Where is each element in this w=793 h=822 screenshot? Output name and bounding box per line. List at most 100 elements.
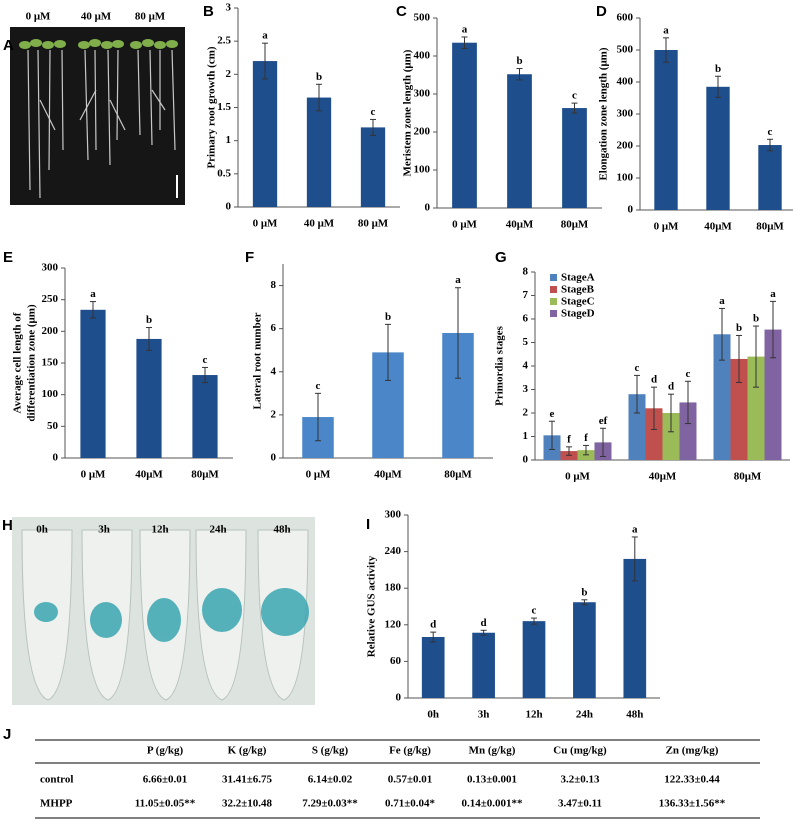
bar bbox=[713, 334, 731, 460]
y-tick-label: 500 bbox=[617, 44, 634, 56]
significance-letter: e bbox=[550, 408, 555, 420]
column-header: K (g/kg) bbox=[228, 745, 267, 757]
significance-letter: b bbox=[581, 586, 587, 598]
y-axis-label: differentiation zone (μm) bbox=[26, 304, 38, 422]
y-tick-label: 180 bbox=[385, 582, 402, 594]
bar bbox=[252, 61, 278, 207]
error-bar bbox=[581, 599, 588, 606]
error-bar bbox=[631, 536, 638, 582]
significance-letter: a bbox=[455, 274, 461, 286]
photo-label: 48h bbox=[273, 524, 290, 536]
y-tick-label: 0 bbox=[53, 452, 59, 464]
y-tick-label: 240 bbox=[385, 545, 402, 557]
table-cell: 0.14±0.001** bbox=[461, 798, 523, 810]
error-bar bbox=[90, 301, 96, 319]
table-cell: 32.2±10.48 bbox=[222, 798, 273, 810]
bar bbox=[507, 74, 532, 209]
table-cell: 0.13±0.001 bbox=[467, 774, 517, 786]
y-tick-label: 400 bbox=[414, 50, 431, 62]
bar bbox=[679, 402, 697, 460]
x-tick-label: 3h bbox=[478, 709, 490, 721]
y-tick-label: 3 bbox=[226, 2, 232, 14]
y-tick-label: 4 bbox=[271, 365, 277, 377]
error-bar bbox=[516, 68, 523, 81]
significance-letter: d bbox=[430, 619, 436, 631]
error-bar bbox=[202, 366, 208, 384]
table-cell: 0.57±0.01 bbox=[388, 774, 433, 786]
y-tick-label: 4 bbox=[523, 360, 529, 372]
significance-letter: c bbox=[768, 126, 773, 138]
error-bar bbox=[767, 138, 773, 152]
x-tick-label: 0h bbox=[427, 709, 439, 721]
table-cell: 122.33±0.44 bbox=[664, 774, 720, 786]
significance-letter: a bbox=[770, 288, 776, 300]
bar bbox=[706, 86, 730, 210]
bar bbox=[452, 42, 477, 209]
table-cell: 136.33±1.56** bbox=[659, 798, 726, 810]
error-bar bbox=[315, 392, 321, 442]
bar bbox=[472, 632, 495, 698]
error-bar bbox=[566, 446, 572, 456]
y-tick-label: 0 bbox=[226, 201, 232, 213]
y-tick-label: 7 bbox=[523, 289, 529, 301]
bar bbox=[136, 338, 162, 458]
y-tick-label: 200 bbox=[414, 126, 431, 138]
photo-label: 24h bbox=[209, 524, 226, 536]
table-cell: 6.14±0.02 bbox=[308, 774, 353, 786]
bar bbox=[628, 394, 646, 460]
error-bar bbox=[719, 307, 725, 361]
y-tick-label: 300 bbox=[617, 108, 634, 120]
column-header: Zn (mg/kg) bbox=[666, 745, 719, 757]
legend-label: StageA bbox=[561, 272, 595, 284]
error-bar bbox=[430, 631, 437, 643]
significance-letter: b bbox=[316, 71, 322, 83]
error-bar bbox=[370, 118, 376, 136]
panel-label: G bbox=[495, 249, 507, 266]
error-bar bbox=[634, 374, 640, 414]
y-tick-label: 8 bbox=[271, 279, 277, 291]
significance-letter: b bbox=[715, 63, 721, 75]
y-tick-label: 0 bbox=[425, 202, 431, 214]
error-bar bbox=[461, 36, 468, 49]
significance-letter: a bbox=[90, 288, 96, 300]
significance-letter: b bbox=[146, 314, 152, 326]
error-bar bbox=[753, 325, 759, 388]
y-tick-label: 8 bbox=[523, 266, 529, 278]
x-tick-label: 12h bbox=[525, 709, 542, 721]
panel-label: J bbox=[3, 726, 11, 743]
y-tick-label: 500 bbox=[414, 12, 431, 24]
table-cell: 0.71±0.04* bbox=[385, 798, 436, 810]
table-cell: 11.05±0.05** bbox=[135, 798, 196, 810]
x-tick-label: 80μM bbox=[561, 219, 589, 231]
y-tick-label: 1 bbox=[523, 430, 529, 442]
y-tick-label: 0 bbox=[628, 204, 634, 216]
y-tick-label: 100 bbox=[414, 164, 431, 176]
legend-swatch bbox=[550, 274, 557, 281]
x-tick-label: 40 μM bbox=[304, 218, 335, 230]
photo-label: 0 μM bbox=[26, 11, 51, 23]
bar bbox=[654, 50, 678, 210]
significance-letter: a bbox=[632, 523, 638, 535]
x-tick-label: 40μM bbox=[135, 469, 163, 481]
photo-label: 3h bbox=[98, 524, 110, 536]
table-cell: 3.47±0.11 bbox=[558, 798, 602, 810]
photo-label: 12h bbox=[151, 524, 168, 536]
x-tick-label: 0 μM bbox=[81, 469, 106, 481]
error-bar bbox=[316, 83, 322, 112]
y-tick-label: 120 bbox=[385, 618, 402, 630]
x-tick-label: 24h bbox=[576, 709, 593, 721]
x-tick-label: 0 μM bbox=[565, 471, 590, 483]
x-tick-label: 80μM bbox=[191, 469, 219, 481]
table-cell: 7.29±0.03** bbox=[302, 798, 358, 810]
legend-swatch bbox=[550, 310, 557, 317]
y-tick-label: 250 bbox=[42, 293, 59, 305]
column-header: P (g/kg) bbox=[147, 745, 184, 757]
significance-letter: c bbox=[371, 106, 376, 118]
y-tick-label: 0 bbox=[523, 454, 529, 466]
legend-label: StageB bbox=[561, 284, 595, 296]
y-tick-label: 2.5 bbox=[217, 35, 231, 47]
significance-letter: a bbox=[663, 24, 669, 36]
significance-letter: b bbox=[736, 322, 742, 334]
error-bar bbox=[531, 617, 537, 625]
significance-letter: a bbox=[462, 24, 468, 36]
